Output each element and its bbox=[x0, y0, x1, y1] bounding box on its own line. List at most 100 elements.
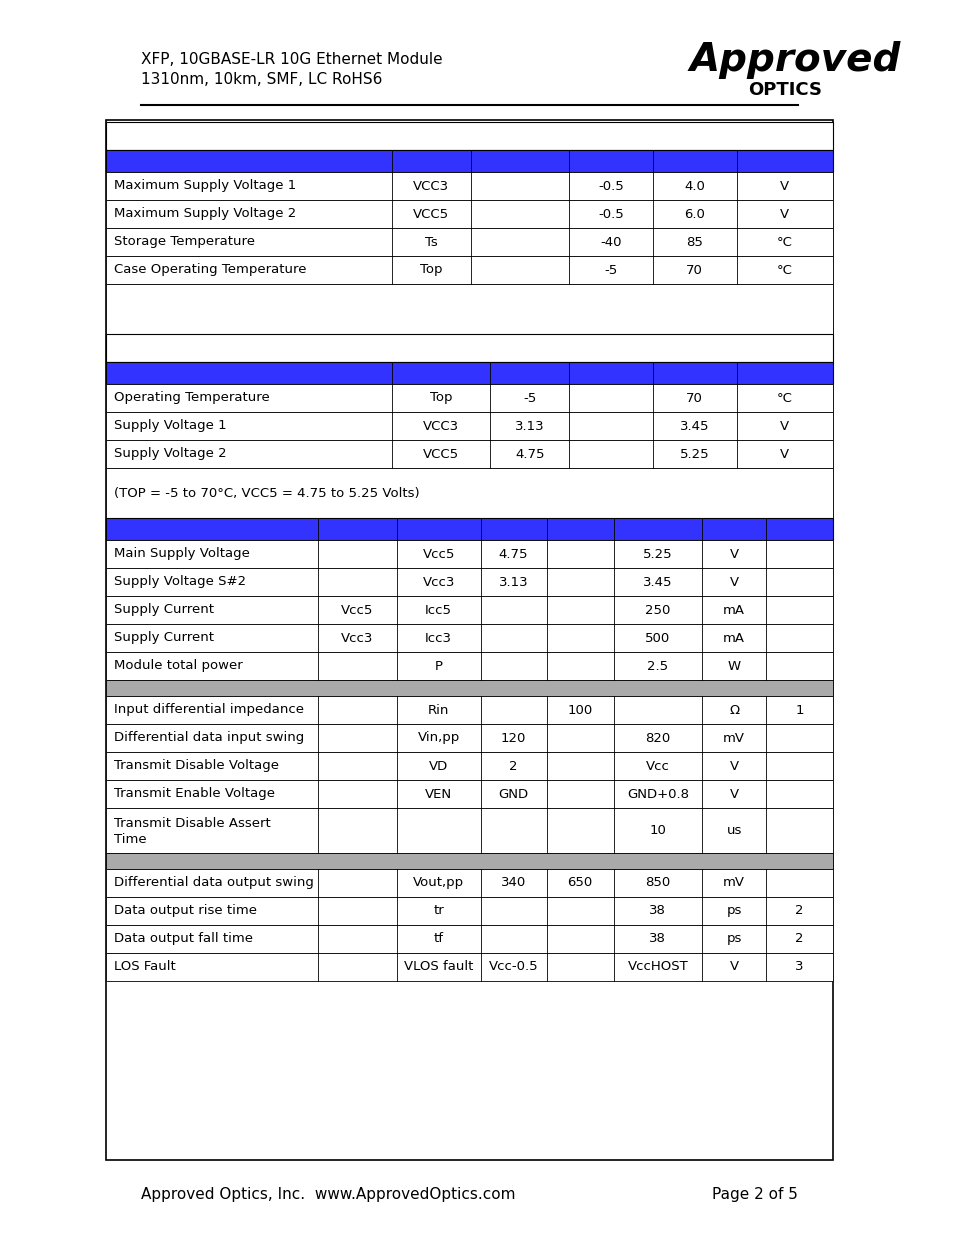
Bar bbox=[106, 624, 832, 652]
Text: Differential data input swing: Differential data input swing bbox=[114, 731, 304, 745]
Text: Transmit Enable Voltage: Transmit Enable Voltage bbox=[114, 788, 275, 800]
Text: tf: tf bbox=[434, 932, 443, 945]
Text: Approved Optics, Inc.  www.ApprovedOptics.com: Approved Optics, Inc. www.ApprovedOptics… bbox=[141, 1188, 515, 1203]
Text: Supply Current: Supply Current bbox=[114, 631, 214, 645]
Bar bbox=[106, 120, 832, 1160]
Bar bbox=[106, 597, 832, 624]
Text: 2: 2 bbox=[795, 932, 803, 945]
Text: GND: GND bbox=[498, 788, 528, 800]
Text: 70: 70 bbox=[685, 391, 702, 405]
Text: V: V bbox=[729, 576, 738, 589]
Text: Vcc5: Vcc5 bbox=[422, 547, 455, 561]
Bar bbox=[106, 808, 832, 853]
Text: 2: 2 bbox=[795, 904, 803, 918]
Text: Vcc: Vcc bbox=[645, 760, 669, 773]
Bar bbox=[106, 284, 832, 333]
Text: -5: -5 bbox=[604, 263, 617, 277]
Bar bbox=[106, 680, 832, 697]
Text: VccHOST: VccHOST bbox=[627, 961, 687, 973]
Text: 3.13: 3.13 bbox=[515, 420, 544, 432]
Text: V: V bbox=[729, 547, 738, 561]
Text: 820: 820 bbox=[644, 731, 670, 745]
Text: 4.0: 4.0 bbox=[683, 179, 704, 193]
Text: 3.13: 3.13 bbox=[498, 576, 528, 589]
Text: VCC5: VCC5 bbox=[423, 447, 458, 461]
Text: Maximum Supply Voltage 2: Maximum Supply Voltage 2 bbox=[114, 207, 296, 221]
Bar bbox=[106, 412, 832, 440]
Bar bbox=[106, 752, 832, 781]
Text: Ω: Ω bbox=[728, 704, 739, 716]
Text: Vcc3: Vcc3 bbox=[341, 631, 374, 645]
Text: P: P bbox=[435, 659, 442, 673]
Text: 250: 250 bbox=[644, 604, 670, 616]
Text: °C: °C bbox=[776, 263, 792, 277]
Text: Supply Voltage 1: Supply Voltage 1 bbox=[114, 420, 227, 432]
Text: Input differential impedance: Input differential impedance bbox=[114, 704, 304, 716]
Text: Supply Voltage S#2: Supply Voltage S#2 bbox=[114, 576, 246, 589]
Text: Main Supply Voltage: Main Supply Voltage bbox=[114, 547, 250, 561]
Text: V: V bbox=[780, 447, 788, 461]
Text: VCC3: VCC3 bbox=[413, 179, 449, 193]
Text: Vin,pp: Vin,pp bbox=[417, 731, 459, 745]
Text: 100: 100 bbox=[567, 704, 592, 716]
Text: OPTICS: OPTICS bbox=[748, 82, 821, 99]
Bar bbox=[106, 540, 832, 568]
Text: -5: -5 bbox=[522, 391, 536, 405]
Text: Vcc-0.5: Vcc-0.5 bbox=[488, 961, 537, 973]
Text: V: V bbox=[780, 420, 788, 432]
Text: Transmit Disable Assert: Transmit Disable Assert bbox=[114, 818, 271, 830]
Text: VEN: VEN bbox=[425, 788, 452, 800]
Bar bbox=[106, 724, 832, 752]
Text: 4.75: 4.75 bbox=[498, 547, 528, 561]
Text: 5.25: 5.25 bbox=[679, 447, 709, 461]
Text: V: V bbox=[729, 961, 738, 973]
Bar bbox=[106, 256, 832, 284]
Text: Top: Top bbox=[430, 391, 452, 405]
Text: mA: mA bbox=[722, 604, 744, 616]
Text: us: us bbox=[725, 824, 741, 837]
Text: ps: ps bbox=[725, 904, 741, 918]
Text: Maximum Supply Voltage 1: Maximum Supply Voltage 1 bbox=[114, 179, 296, 193]
Bar bbox=[106, 440, 832, 468]
Text: tr: tr bbox=[433, 904, 444, 918]
Text: Rin: Rin bbox=[428, 704, 449, 716]
Text: Operating Temperature: Operating Temperature bbox=[114, 391, 270, 405]
Text: 1310nm, 10km, SMF, LC RoHS6: 1310nm, 10km, SMF, LC RoHS6 bbox=[141, 73, 382, 88]
Text: Ts: Ts bbox=[424, 236, 437, 248]
Text: GND+0.8: GND+0.8 bbox=[626, 788, 688, 800]
Bar bbox=[106, 952, 832, 981]
Bar bbox=[106, 122, 832, 149]
Text: W: W bbox=[727, 659, 740, 673]
Text: 5.25: 5.25 bbox=[642, 547, 672, 561]
Bar bbox=[106, 172, 832, 200]
Text: 850: 850 bbox=[644, 877, 670, 889]
Text: V: V bbox=[780, 207, 788, 221]
Text: mV: mV bbox=[722, 731, 744, 745]
Text: 70: 70 bbox=[685, 263, 702, 277]
Bar bbox=[106, 868, 832, 897]
Text: 6.0: 6.0 bbox=[683, 207, 704, 221]
Text: -40: -40 bbox=[599, 236, 621, 248]
Text: Vcc3: Vcc3 bbox=[422, 576, 455, 589]
Text: °C: °C bbox=[776, 391, 792, 405]
Text: 85: 85 bbox=[685, 236, 702, 248]
Text: Vcc5: Vcc5 bbox=[341, 604, 374, 616]
Text: 38: 38 bbox=[649, 932, 665, 945]
Text: -0.5: -0.5 bbox=[598, 179, 623, 193]
Bar bbox=[106, 468, 832, 517]
Text: LOS Fault: LOS Fault bbox=[114, 961, 175, 973]
Text: Icc3: Icc3 bbox=[425, 631, 452, 645]
Text: V: V bbox=[729, 788, 738, 800]
Text: 38: 38 bbox=[649, 904, 665, 918]
Text: V: V bbox=[780, 179, 788, 193]
Bar bbox=[106, 781, 832, 808]
Text: Storage Temperature: Storage Temperature bbox=[114, 236, 255, 248]
Text: VCC3: VCC3 bbox=[423, 420, 458, 432]
Text: 1: 1 bbox=[795, 704, 803, 716]
Text: Time: Time bbox=[114, 832, 147, 846]
Text: VLOS fault: VLOS fault bbox=[404, 961, 473, 973]
Text: Vout,pp: Vout,pp bbox=[413, 877, 464, 889]
Text: Data output rise time: Data output rise time bbox=[114, 904, 257, 918]
Text: 2.5: 2.5 bbox=[646, 659, 668, 673]
Bar bbox=[106, 200, 832, 228]
